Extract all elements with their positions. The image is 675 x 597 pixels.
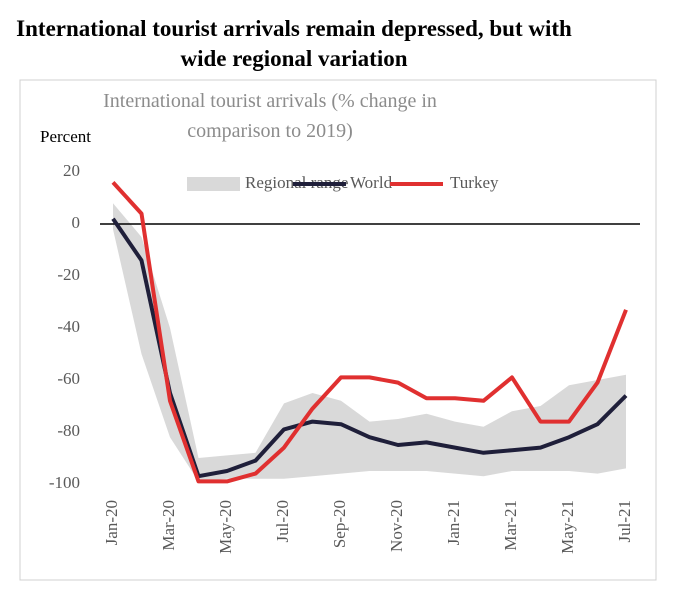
y-tick-label: -40 (57, 317, 80, 336)
y-tick-label: 0 (72, 213, 81, 232)
legend-label: Turkey (450, 173, 499, 192)
chart-subtitle: International tourist arrivals (% change… (103, 90, 437, 142)
x-tick-label: Jan-20 (102, 500, 121, 545)
y-axis-label: Percent (40, 127, 91, 146)
chart-title: International tourist arrivals remain de… (16, 16, 572, 71)
series-line (111, 181, 628, 484)
x-tick-label: May-21 (558, 500, 577, 554)
legend-label: World (350, 173, 393, 192)
y-tick-label: -80 (57, 421, 80, 440)
subtitle-box: International tourist arrivals (% change… (103, 90, 437, 142)
chart-frame (19, 79, 657, 581)
range-area (113, 203, 626, 482)
y-tick-label: -60 (57, 369, 80, 388)
y-tick-label: -20 (57, 265, 80, 284)
x-tick-label: Sep-20 (330, 500, 349, 548)
x-tick-label: Jul-20 (273, 500, 292, 543)
y-tick-label: -100 (49, 473, 80, 492)
x-tick-label: Nov-20 (387, 500, 406, 552)
x-tick-label: May-20 (216, 500, 235, 554)
y-tick-label: 20 (63, 161, 80, 180)
x-tick-label: Jul-21 (615, 500, 634, 543)
legend-swatch (187, 177, 240, 191)
x-tick-label: Jan-21 (444, 500, 463, 545)
x-tick-label: Mar-21 (501, 500, 520, 551)
x-tick-label: Mar-20 (159, 500, 178, 551)
